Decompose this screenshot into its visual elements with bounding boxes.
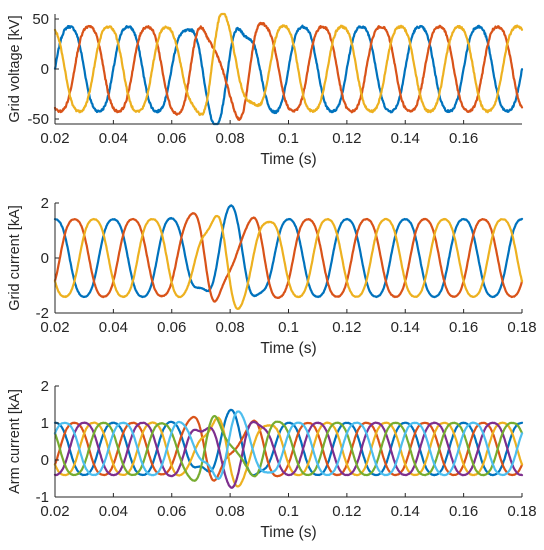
grid-current-x-tick-label: 0.1: [278, 319, 299, 336]
arm-current-x-tick-label: 0.14: [391, 503, 420, 520]
grid-voltage-series-3: [53, 12, 524, 117]
arm-current-x-tick-label: 0.1: [278, 503, 299, 520]
arm-current-series-2: [53, 415, 524, 482]
grid-current-x-tick-label: 0.04: [99, 319, 128, 336]
grid-current-x-axis-label: Time (s): [260, 340, 316, 357]
grid-voltage-x-tick-label: 0.02: [40, 130, 69, 147]
arm-current-x-tick-label: 0.12: [332, 503, 361, 520]
arm-current-series-6: [53, 410, 524, 480]
grid-voltage-x-tick-label: 0.12: [332, 130, 361, 147]
arm-current-x-tick-label: 0.16: [449, 503, 478, 520]
grid-voltage-series-2: [53, 21, 524, 122]
grid-current-x-tick-label: 0.06: [157, 319, 186, 336]
grid-voltage-y-axis-label: Grid voltage [kV]: [7, 15, 23, 122]
grid-voltage-x-tick-label: 0.06: [157, 130, 186, 147]
grid-voltage-y-tick-label: 50: [32, 11, 49, 28]
arm-current-x-tick-label: 0.06: [157, 503, 186, 520]
arm-current-x-axis-label: Time (s): [260, 524, 316, 541]
arm-current-y-tick-label: 1: [41, 415, 49, 432]
arm-current-series-5: [53, 414, 524, 482]
arm-current-x-tick-label: 0.04: [99, 503, 128, 520]
arm-current-y-tick-label: 0: [41, 452, 49, 469]
arm-current-x-tick-label: 0.08: [216, 503, 245, 520]
grid-voltage-plot: 0.02 0.04 0.06 0.08 0.1 0.12 0.14 0.16 -50 0 50 Tim…: [7, 11, 524, 168]
grid-current-y-tick-label: -2: [36, 305, 49, 322]
grid-current-plot: 0.02 0.04 0.06 0.08 0.1 0.12 0.14 0.16 0.18 -2 0 2 T…: [7, 195, 537, 357]
grid-voltage-x-tick-label: 0.04: [99, 130, 128, 147]
grid-current-x-tick-label: 0.12: [332, 319, 361, 336]
grid-current-x-tick-label: 0.16: [449, 319, 478, 336]
grid-current-x-tick-label: 0.08: [216, 319, 245, 336]
grid-current-x-tick-label: 0.18: [507, 319, 536, 336]
grid-current-y-axis-label: Grid current [kA]: [7, 205, 23, 311]
grid-voltage-y-tick-label: 0: [41, 61, 49, 78]
grid-current-x-tick-label: 0.02: [40, 319, 69, 336]
grid-voltage-x-axis-label: Time (s): [260, 151, 316, 168]
arm-current-y-tick-label: -1: [36, 489, 49, 506]
grid-voltage-x-tick-label: 0.14: [391, 130, 420, 147]
grid-voltage-x-tick-label: 0.1: [278, 130, 299, 147]
arm-current-plot: 0.02 0.04 0.06 0.08 0.1 0.12 0.14 0.16 0.18 -1 0 1 2…: [7, 378, 537, 541]
arm-current-y-axis-label: Arm current [kA]: [7, 389, 23, 494]
grid-current-x-tick-label: 0.14: [391, 319, 420, 336]
grid-current-y-tick-label: 2: [41, 195, 49, 212]
grid-current-y-tick-label: 0: [41, 250, 49, 267]
grid-current-series-3: [53, 214, 524, 310]
arm-current-x-tick-label: 0.18: [507, 503, 536, 520]
grid-voltage-y-tick-label: -50: [27, 111, 49, 128]
arm-current-series-3: [53, 416, 524, 488]
arm-current-y-tick-label: 2: [41, 378, 49, 395]
grid-voltage-series-1: [53, 24, 524, 126]
grid-voltage-x-tick-label: 0.16: [449, 130, 478, 147]
grid-voltage-x-tick-label: 0.08: [216, 130, 245, 147]
arm-current-x-tick-label: 0.02: [40, 503, 69, 520]
